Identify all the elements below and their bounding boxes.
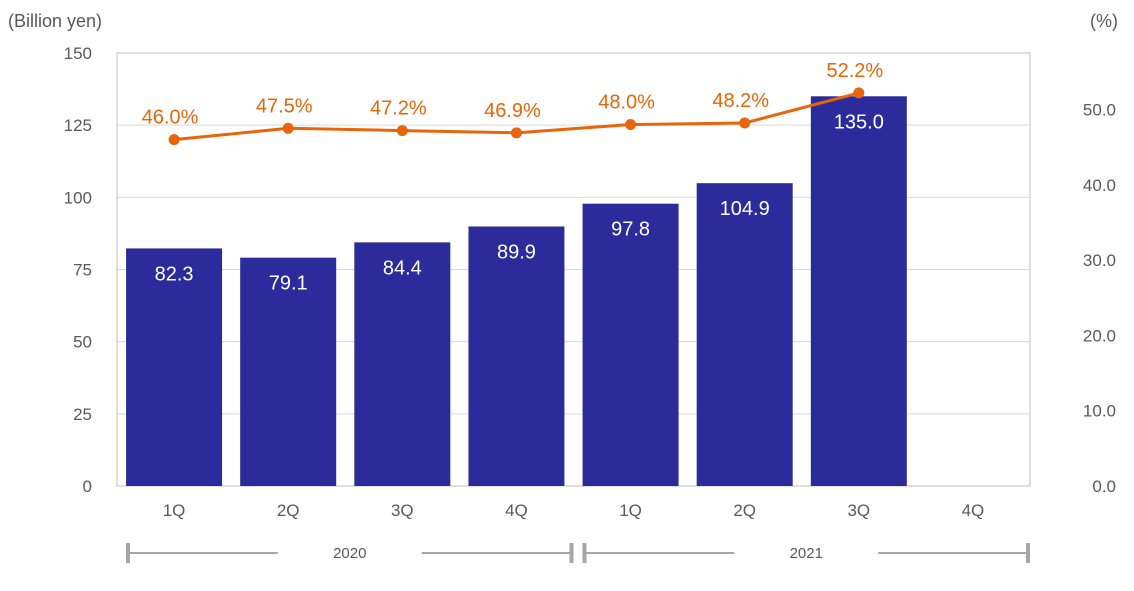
ratio-line-series [168, 87, 865, 146]
right-tick-label: 20.0 [1083, 326, 1116, 345]
axes: 0 25 50 75 100 125 150 0.0 10.0 20.0 30.0 40.0 50.0 1… [64, 44, 1116, 520]
left-tick-label: 25 [73, 405, 92, 424]
x-tick-label: 1Q [163, 501, 186, 520]
right-tick-label: 50.0 [1083, 100, 1116, 119]
ratio-point [853, 87, 865, 99]
ratio-value-label: 47.5% [256, 95, 313, 117]
group-end-cap [1026, 543, 1030, 563]
bar-value-label: 84.4 [383, 257, 422, 279]
bar-value-label: 97.8 [611, 219, 650, 241]
right-tick-label: 30.0 [1083, 251, 1116, 270]
data-labels: 82.3 79.1 84.4 89.9 97.8 104.9 135.0 46.0% 47.5%… [142, 60, 884, 295]
group-end-cap [126, 543, 130, 563]
x-tick-label: 3Q [847, 501, 870, 520]
plot-area-border [116, 52, 1031, 487]
left-tick-label: 0 [83, 477, 92, 496]
right-tick-label: 0.0 [1092, 477, 1116, 496]
bar [126, 248, 223, 486]
bar [468, 226, 565, 487]
bar-value-label: 79.1 [269, 273, 308, 295]
x-tick-label: 2Q [277, 501, 300, 520]
bar [240, 257, 337, 486]
bar-value-label: 89.9 [497, 241, 536, 263]
x-tick-label: 3Q [391, 501, 414, 520]
right-tick-label: 40.0 [1083, 176, 1116, 195]
ratio-value-label: 48.2% [712, 90, 769, 112]
year-group-label: 2021 [790, 545, 823, 562]
ratio-value-label: 46.0% [142, 107, 199, 129]
ratio-point [396, 125, 408, 137]
left-tick-label: 150 [64, 44, 92, 63]
bar [354, 242, 451, 486]
bar-series [126, 96, 907, 487]
ratio-value-label: 48.0% [598, 92, 655, 114]
year-group-label: 2020 [333, 545, 366, 562]
year-group-brackets: 2020 2021 [126, 543, 1030, 563]
group-end-cap [582, 543, 587, 563]
ratio-value-label: 52.2% [826, 60, 883, 82]
ratio-point [282, 122, 294, 134]
left-axis-title: (Billion yen) [8, 11, 102, 31]
left-tick-label: 75 [73, 261, 92, 280]
x-tick-label: 1Q [619, 501, 642, 520]
bar-value-label: 82.3 [155, 263, 194, 285]
x-tick-label: 2Q [733, 501, 756, 520]
x-tick-label: 4Q [962, 501, 985, 520]
bar [810, 96, 907, 487]
group-end-cap [569, 543, 574, 563]
ratio-point [625, 119, 637, 131]
bar-value-label: 135.0 [834, 111, 884, 133]
x-tick-label: 4Q [505, 501, 528, 520]
right-axis-title: (%) [1090, 11, 1118, 31]
ratio-value-label: 46.9% [484, 100, 541, 122]
ratio-point [739, 117, 751, 129]
ratio-value-label: 47.2% [370, 98, 427, 120]
ratio-point [168, 134, 180, 146]
left-tick-label: 100 [64, 188, 92, 207]
bar-value-label: 104.9 [720, 198, 770, 220]
right-tick-label: 10.0 [1083, 402, 1116, 421]
ratio-point [510, 127, 522, 139]
left-tick-label: 125 [64, 116, 92, 135]
left-tick-label: 50 [73, 333, 92, 352]
bar [696, 183, 793, 486]
bar [582, 203, 679, 486]
